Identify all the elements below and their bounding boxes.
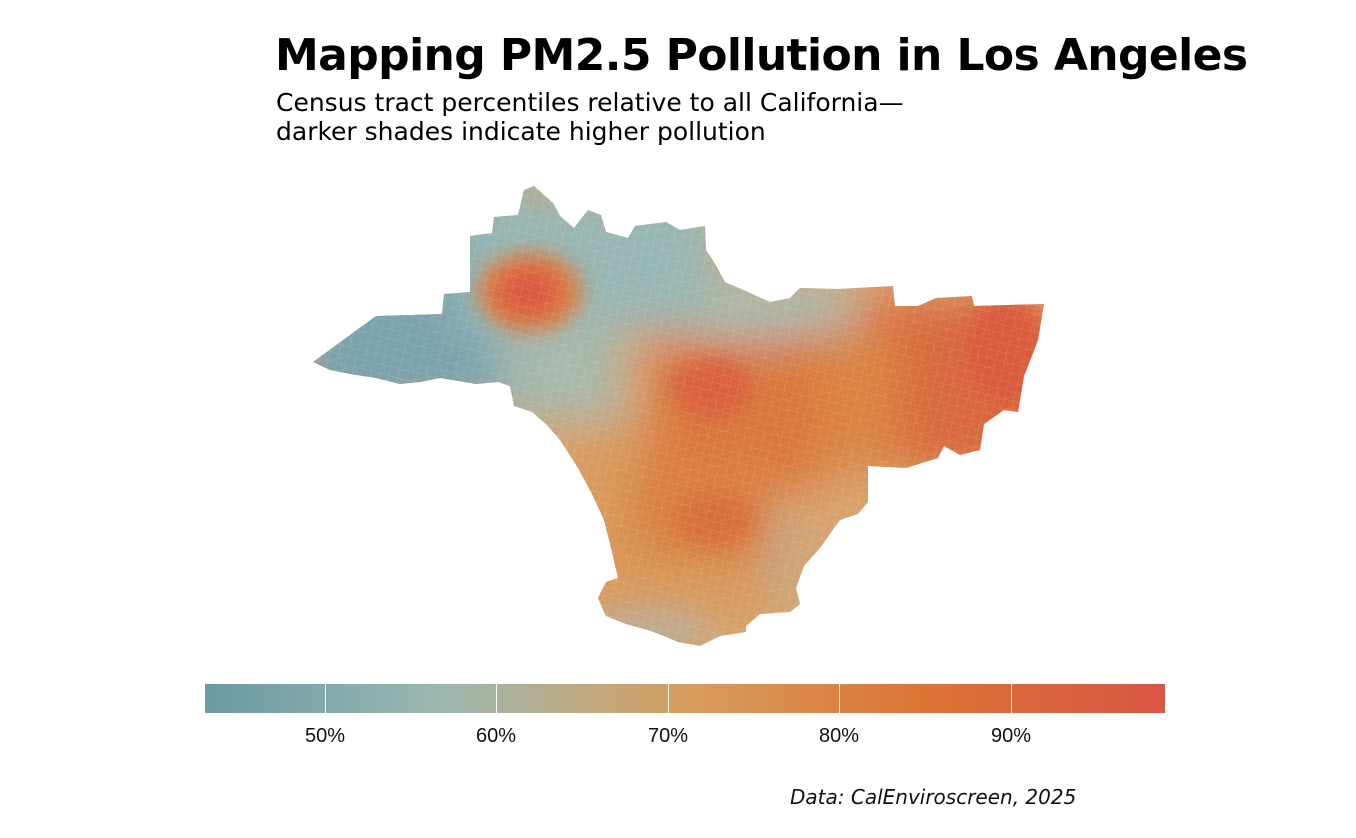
legend-tick-label: 50%	[304, 725, 346, 747]
legend-tick-label: 70%	[647, 725, 689, 747]
legend-tick	[496, 684, 497, 713]
legend-tick-label: 80%	[818, 725, 860, 747]
legend-tick	[839, 684, 840, 713]
map-regions	[313, 186, 1044, 646]
legend-colorbar	[205, 684, 1165, 713]
legend-tick	[668, 684, 669, 713]
map-subtitle: Census tract percentiles relative to all…	[276, 88, 904, 146]
legend-tick	[1011, 684, 1012, 713]
map-title: Mapping PM2.5 Pollution in Los Angeles	[275, 30, 1248, 81]
subtitle-line-1: Census tract percentiles relative to all…	[276, 88, 904, 117]
legend-tick	[325, 684, 326, 713]
choropleth-map	[313, 186, 1044, 646]
data-source-caption: Data: CalEnviroscreen, 2025	[790, 785, 1077, 809]
legend-tick-label: 90%	[990, 725, 1032, 747]
subtitle-line-2: darker shades indicate higher pollution	[276, 117, 766, 146]
legend-tick-label: 60%	[475, 725, 517, 747]
